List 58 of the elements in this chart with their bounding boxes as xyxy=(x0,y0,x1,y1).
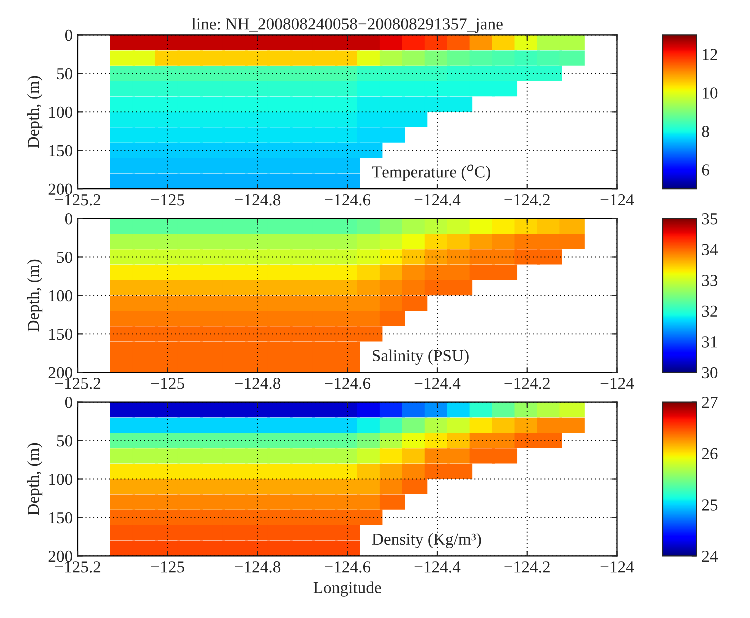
x-axis-title: Longitude xyxy=(314,582,382,597)
y-tick-label: 200 xyxy=(48,367,73,379)
x-tick-label: −125 xyxy=(152,378,184,390)
x-tick-label: −124.4 xyxy=(414,562,461,573)
x-tick-label: −125.2 xyxy=(55,378,101,390)
color-bar-label: 30 xyxy=(702,367,718,379)
y-axis-title: Depth, (m) xyxy=(27,260,43,332)
y-tick-label: 100 xyxy=(50,106,73,118)
y-axis-title: Depth, (m) xyxy=(27,76,43,148)
chart-title: line: NH_200808240058−200808291357_jane xyxy=(192,18,503,34)
y-tick-label: 100 xyxy=(50,474,73,486)
y-axis-title: Depth, (m) xyxy=(27,443,43,516)
color-bar-label: 12 xyxy=(703,49,718,60)
x-tick-label: −124 xyxy=(600,562,634,573)
y-tick-label: 50 xyxy=(57,68,73,80)
y-tick-label: 0 xyxy=(65,30,73,42)
y-tick-label: 150 xyxy=(50,512,73,524)
color-bar-label: 35 xyxy=(702,214,718,225)
x-tick-label: −124.2 xyxy=(504,562,550,573)
y-tick-label: 0 xyxy=(65,213,73,225)
y-tick-label: 50 xyxy=(57,435,73,447)
x-tick-label: −124.8 xyxy=(235,194,281,206)
y-tick-label: 100 xyxy=(50,290,73,302)
y-tick-label: 150 xyxy=(50,145,73,157)
x-tick-label: −124.6 xyxy=(325,378,371,390)
x-tick-label: −124 xyxy=(600,194,634,206)
color-bar-label: 10 xyxy=(703,88,718,99)
x-tick-label: −125 xyxy=(152,562,184,573)
x-tick-label: −124.6 xyxy=(325,194,371,206)
color-bar-label: 27 xyxy=(702,397,718,408)
x-tick-label: −124.6 xyxy=(325,562,371,573)
y-tick-label: 0 xyxy=(65,397,73,408)
x-tick-label: −124.4 xyxy=(414,378,461,390)
color-bar-label: 33 xyxy=(702,275,718,286)
annotation: Salinity (PSU) xyxy=(373,350,469,365)
y-tick-label: 200 xyxy=(48,550,73,562)
y-tick-label: 50 xyxy=(57,252,73,264)
color-bar-label: 31 xyxy=(702,336,718,348)
x-tick-label: −124.2 xyxy=(504,194,550,206)
annotation: Density (Kg/m³) xyxy=(372,533,482,549)
x-tick-label: −125.2 xyxy=(55,194,101,206)
x-tick-label: −124.2 xyxy=(504,378,550,390)
x-tick-label: −124.4 xyxy=(414,194,461,206)
x-tick-label: −124 xyxy=(600,378,634,390)
x-tick-label: −124.8 xyxy=(235,378,281,390)
color-bar-label: 6 xyxy=(702,164,710,176)
color-bar-label: 34 xyxy=(702,244,718,256)
x-tick-label: −125 xyxy=(152,194,184,206)
annotation: Temperature ($^{o}$C) xyxy=(372,164,490,182)
color-bar-label: 24 xyxy=(702,550,718,562)
color-bar-label: 32 xyxy=(702,306,718,318)
y-tick-label: 150 xyxy=(50,328,73,340)
y-tick-label: 200 xyxy=(48,184,73,196)
x-tick-label: −125.2 xyxy=(55,562,101,573)
x-tick-label: −124.8 xyxy=(235,562,281,573)
color-bar-label: 8 xyxy=(702,126,710,138)
color-bar-label: 25 xyxy=(702,500,718,511)
color-bar-label: 26 xyxy=(702,448,718,460)
